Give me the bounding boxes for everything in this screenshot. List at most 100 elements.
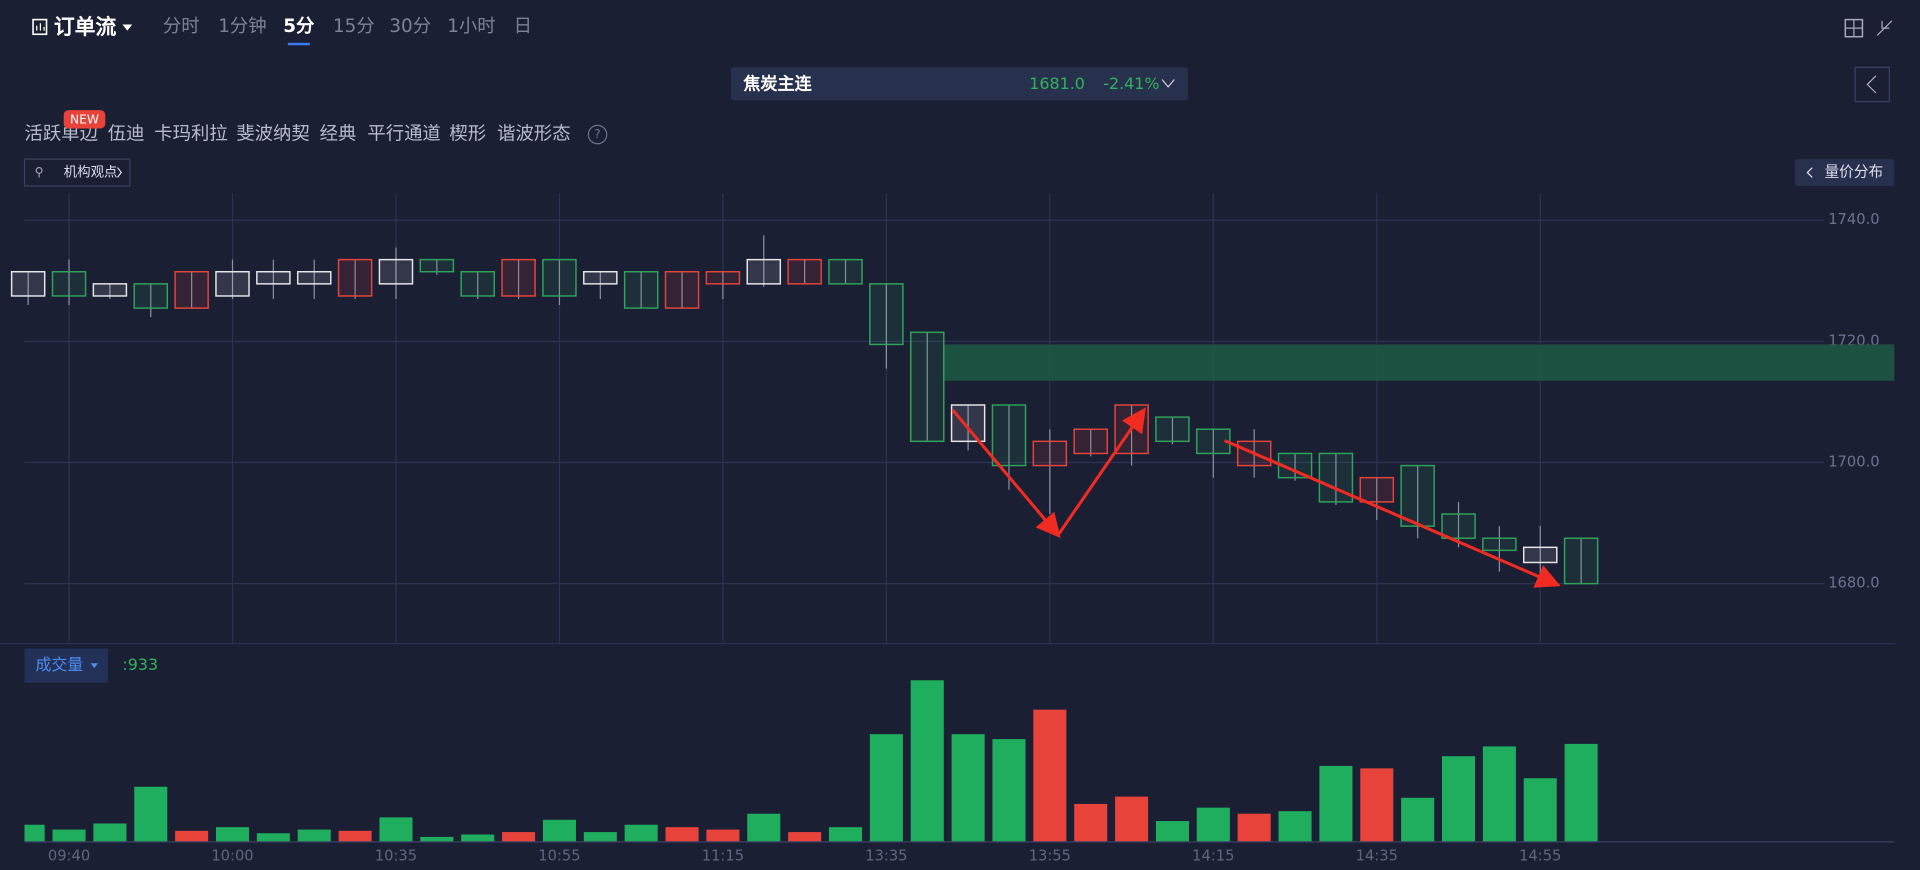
timeframe-tab[interactable]: 1分钟 [218, 16, 266, 37]
y-tick-label: 1700.0 [1828, 454, 1879, 471]
candle-body [991, 404, 1027, 467]
candle-body [501, 258, 536, 297]
y-tick-label: 1680.0 [1828, 575, 1879, 592]
candle-body [623, 271, 659, 309]
volume-profile-button[interactable] [1795, 159, 1895, 186]
new-badge-text: NEW [70, 112, 99, 126]
volume-bar [297, 829, 331, 842]
candle-body [10, 271, 46, 297]
tool-item[interactable]: 伍迪 [108, 124, 145, 145]
volume-bar [951, 734, 985, 842]
candle-body [460, 271, 495, 297]
x-tick-label: 10:35 [375, 848, 417, 865]
candle-body [950, 404, 986, 443]
candle-body [296, 271, 332, 285]
volume-bar [134, 786, 168, 842]
timeframe-tab[interactable]: 5分 [283, 16, 315, 37]
candle-body [705, 271, 741, 285]
arrow [1223, 439, 1561, 588]
candle-body [746, 258, 782, 285]
tool-item[interactable]: 活跃单边 [24, 124, 97, 145]
candle-body [1359, 476, 1395, 503]
tool-item[interactable]: 谐波形态 [497, 124, 570, 145]
institution-icon: ⚲ [35, 165, 44, 179]
app-title[interactable]: 订单流 [54, 15, 117, 39]
volume-chart: 09:40 10:00 10:35 10:55 11:15 13:35 13:55 14:15… [24, 680, 1895, 865]
volume-bar [992, 739, 1026, 842]
x-tick-label: 14:35 [1356, 848, 1398, 865]
timeframe-tab[interactable]: 日 [514, 16, 532, 37]
volume-bar [1564, 743, 1598, 842]
instrument-bar[interactable] [731, 67, 1188, 101]
candle-body [1522, 546, 1558, 564]
candle-body [133, 283, 169, 309]
timeframe-tab[interactable]: 15分 [333, 16, 375, 37]
tool-item[interactable]: 斐波纳契 [236, 124, 309, 145]
candle-body [909, 331, 945, 443]
volume-bar [1155, 821, 1189, 842]
back-button[interactable] [1854, 66, 1890, 103]
timeframe-tab[interactable]: 分时 [163, 16, 200, 37]
x-tick-label: 10:00 [211, 848, 253, 865]
candle-body [869, 283, 904, 346]
institution-chevron [117, 167, 122, 178]
candle-body [787, 258, 822, 285]
volume-bar [24, 824, 45, 842]
candle-body [542, 258, 577, 297]
candle-body [1155, 416, 1190, 443]
volume-bar [910, 680, 944, 842]
instrument-name: 焦炭主连 [742, 73, 812, 94]
candle-body [1563, 537, 1599, 585]
volume-bar [542, 819, 576, 842]
collapse-icon[interactable] [1876, 20, 1893, 36]
price-zone [942, 344, 1895, 381]
active-tab-underline [287, 42, 310, 46]
timeframe-tabs: 分时 1分钟 5分 15分 30分 1小时日 [163, 16, 532, 46]
volume-bar [175, 830, 209, 842]
instrument-price: 1681.0 [1029, 74, 1085, 93]
volume-bar [869, 734, 903, 842]
timeframe-tab[interactable]: 1小时 [447, 16, 495, 37]
volume-bar [379, 817, 413, 842]
x-tick-label: 13:55 [1029, 848, 1071, 865]
volume-bar [420, 836, 454, 842]
institution-view-button[interactable] [23, 158, 131, 187]
new-badge [63, 110, 106, 129]
help-text: ? [594, 127, 601, 141]
candle-body [1032, 440, 1068, 467]
volume-bar [1237, 813, 1271, 842]
volume-bar [1441, 756, 1476, 842]
institution-view-text: 机构观点 [64, 165, 118, 181]
x-tick-label: 11:15 [702, 848, 744, 865]
volume-bar [624, 824, 658, 842]
volume-bar [93, 823, 127, 842]
x-tick-label: 13:35 [865, 848, 907, 865]
tool-item[interactable]: 平行通道 [367, 124, 440, 145]
candle-body [174, 271, 209, 309]
tool-item[interactable]: 卡玛利拉 [154, 124, 227, 145]
candle-body [1073, 428, 1108, 455]
volume-bar [1033, 709, 1067, 842]
title-dropdown[interactable] [122, 24, 133, 31]
x-tick-label: 09:40 [48, 848, 90, 865]
help-icon[interactable] [587, 124, 608, 145]
candle-body [51, 271, 87, 297]
volume-bar [52, 829, 86, 842]
volume-bar [1482, 746, 1516, 842]
layout-icon[interactable] [1844, 18, 1864, 38]
volume-bar [1523, 778, 1557, 842]
volume-readout: :933 [122, 655, 158, 674]
timeframe-tab[interactable]: 30分 [389, 16, 431, 37]
tool-item[interactable]: 楔形 [449, 124, 486, 145]
volume-profile-chevron [1806, 167, 1813, 178]
instrument-dropdown[interactable] [1161, 79, 1175, 88]
volume-title: 成交量 [36, 655, 84, 674]
back-icon [1866, 75, 1877, 94]
tool-item[interactable]: 经典 [320, 124, 357, 145]
volume-bar [1115, 796, 1149, 842]
